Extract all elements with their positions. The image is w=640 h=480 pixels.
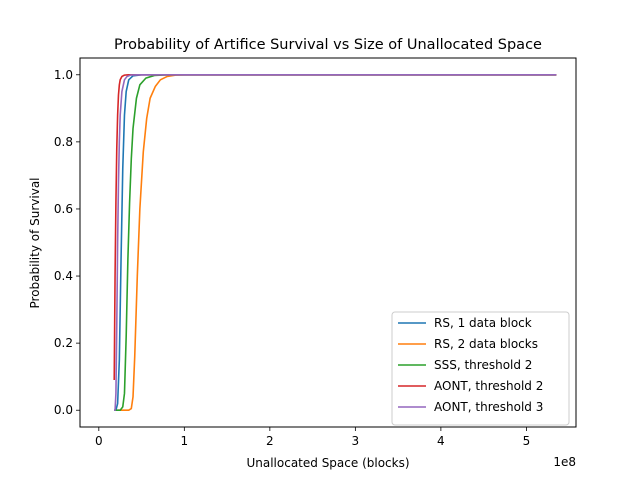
plot-frame [79,57,577,428]
x-axis-offset-label: 1e8 [553,455,576,469]
y-tick-label: 0.0 [54,403,73,417]
x-tick-label: 4 [437,434,445,448]
x-tick-label: 5 [523,434,531,448]
legend-box [391,311,570,426]
y-tick-label: 0.4 [54,269,73,283]
y-tick-label: 0.2 [54,336,73,350]
x-axis-label: Unallocated Space (blocks) [246,456,409,470]
legend: RS, 1 data block RS, 2 data blocks SSS, th… [391,311,570,426]
legend-label: RS, 2 data blocks [434,337,538,351]
legend-label: RS, 1 data block [434,316,532,330]
legend-label: SSS, threshold 2 [434,358,532,372]
y-tick-label: 1.0 [54,68,73,82]
legend-label: AONT, threshold 3 [434,400,543,414]
legend-label: AONT, threshold 2 [434,379,543,393]
y-tick-label: 0.6 [54,202,73,216]
series-layer [113,73,557,412]
y-axis-label: Probability of Survival [28,177,42,308]
x-tick-label: 0 [95,434,103,448]
x-tick-label: 3 [352,434,360,448]
axes-layer: 0 1 2 3 4 5 0.0 0.2 0.4 0.6 0.8 1.0 [54,68,530,448]
x-tick-label: 1 [181,434,189,448]
y-tick-label: 0.8 [54,135,73,149]
x-tick-label: 2 [266,434,274,448]
series-line-5 [114,73,557,412]
chart-title: Probability of Artifice Survival vs Size… [114,37,542,53]
